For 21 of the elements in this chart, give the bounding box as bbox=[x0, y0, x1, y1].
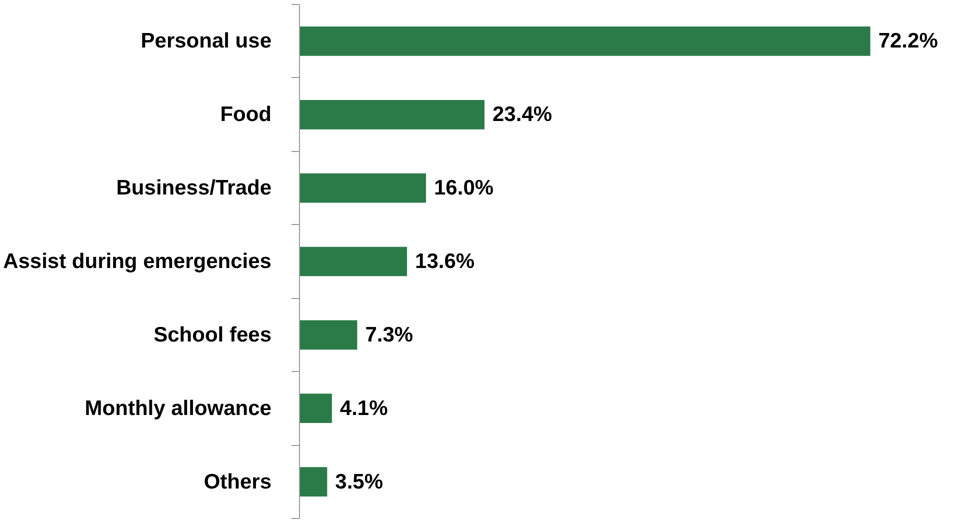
bar bbox=[300, 394, 332, 424]
y-tick-label: School fees bbox=[154, 323, 272, 346]
bar bbox=[300, 173, 426, 203]
data-label: 3.5% bbox=[335, 470, 384, 494]
bar bbox=[300, 320, 358, 350]
bar bbox=[300, 467, 328, 496]
bar bbox=[300, 100, 484, 130]
y-tick-label: Food bbox=[220, 103, 272, 126]
y-tick-label: Business/Trade bbox=[116, 176, 272, 200]
data-label: 16.0% bbox=[434, 176, 494, 200]
y-tick-label: Assist during emergencies bbox=[3, 250, 272, 273]
data-label: 23.4% bbox=[492, 103, 552, 126]
data-label: 7.3% bbox=[365, 323, 414, 346]
y-tick-label: Others bbox=[204, 470, 272, 494]
y-tick-label: Personal use bbox=[140, 30, 272, 53]
data-label: 13.6% bbox=[415, 250, 475, 273]
bar bbox=[300, 246, 408, 276]
data-label: 4.1% bbox=[340, 396, 388, 420]
data-label: 72.2% bbox=[878, 30, 938, 53]
bar bbox=[300, 26, 870, 56]
y-tick-label: Monthly allowance bbox=[84, 396, 272, 420]
